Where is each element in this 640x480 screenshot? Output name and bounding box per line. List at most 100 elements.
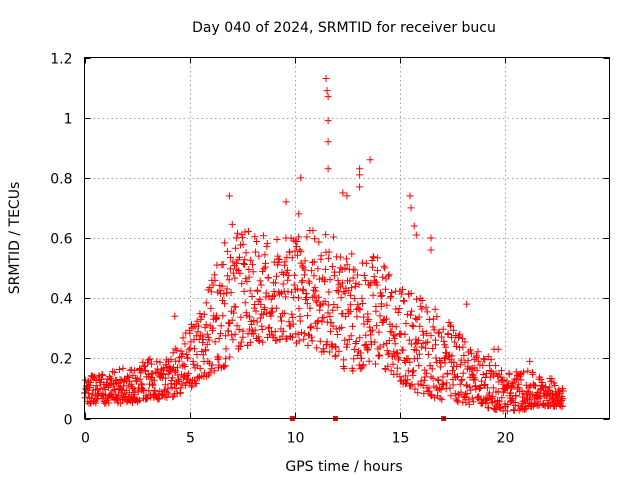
data-point (457, 356, 465, 364)
data-point (308, 258, 316, 266)
data-point (222, 345, 230, 353)
data-point (315, 275, 323, 283)
data-point (213, 312, 221, 320)
data-point (470, 376, 478, 384)
data-point (248, 261, 256, 269)
data-point (472, 385, 480, 393)
data-point (105, 399, 113, 407)
data-point (290, 281, 298, 289)
data-point (451, 338, 459, 346)
data-point (417, 377, 425, 385)
data-point (198, 332, 206, 340)
data-point (169, 374, 177, 382)
data-point (289, 333, 297, 341)
data-point (253, 238, 261, 246)
data-point (347, 291, 355, 299)
data-point (466, 346, 474, 354)
data-point (395, 354, 403, 362)
data-point (409, 371, 417, 379)
data-point (324, 301, 332, 309)
data-point (235, 326, 243, 334)
data-point (230, 309, 238, 317)
data-point (208, 361, 216, 369)
data-point (256, 277, 264, 285)
data-point (372, 307, 380, 315)
data-point (356, 306, 364, 314)
data-point (353, 313, 361, 321)
data-point (203, 330, 211, 338)
data-point (429, 374, 437, 382)
data-point (439, 373, 447, 381)
data-point (278, 332, 286, 340)
data-point (465, 400, 473, 408)
data-point (435, 376, 443, 384)
data-point (457, 388, 465, 396)
data-point (161, 381, 169, 389)
data-point (358, 294, 366, 302)
data-point (313, 298, 321, 306)
data-point (241, 228, 249, 236)
data-point (354, 300, 362, 308)
data-point (303, 300, 311, 308)
data-point (272, 304, 280, 312)
data-point (190, 360, 198, 368)
data-point (393, 349, 401, 357)
data-point (198, 348, 206, 356)
data-point (303, 294, 311, 302)
data-point (314, 317, 322, 325)
data-point (328, 262, 336, 270)
data-point (297, 248, 305, 256)
data-point (517, 376, 525, 384)
data-point (481, 356, 489, 364)
data-point (207, 304, 215, 312)
data-point (439, 380, 447, 388)
data-point (409, 322, 417, 330)
data-point (362, 276, 370, 284)
data-point (232, 244, 240, 252)
data-point (424, 338, 432, 346)
data-point (171, 345, 179, 353)
data-point (500, 376, 508, 384)
data-point (350, 345, 358, 353)
data-point (279, 327, 287, 335)
data-point (221, 300, 229, 308)
x-tick-label: 15 (392, 431, 410, 447)
data-point (263, 239, 271, 247)
data-point (369, 291, 377, 299)
data-point (427, 391, 435, 399)
data-point (403, 310, 411, 318)
data-point (381, 285, 389, 293)
data-point (180, 361, 188, 369)
data-point (321, 297, 329, 305)
y-tick-label: 0.4 (50, 292, 72, 308)
data-point (224, 327, 232, 335)
data-point (242, 249, 250, 257)
data-point (415, 313, 423, 321)
data-point (419, 339, 427, 347)
data-point (128, 383, 136, 391)
data-point (149, 381, 157, 389)
data-point (551, 381, 559, 389)
data-point (331, 353, 339, 361)
data-point (235, 253, 243, 261)
data-point (326, 276, 334, 284)
data-point (255, 333, 263, 341)
data-point (134, 397, 142, 405)
data-point (524, 367, 532, 375)
data-point (450, 326, 458, 334)
data-point (387, 292, 395, 300)
data-point (390, 348, 398, 356)
data-point (444, 330, 452, 338)
data-point (423, 369, 431, 377)
data-point (185, 370, 193, 378)
data-point (210, 367, 218, 375)
data-point (185, 346, 193, 354)
data-point (232, 303, 240, 311)
data-point (314, 265, 322, 273)
data-point (486, 366, 494, 374)
data-point (473, 352, 481, 360)
data-point (354, 271, 362, 279)
data-point (222, 332, 230, 340)
data-point (412, 231, 420, 239)
data-point (186, 344, 194, 352)
